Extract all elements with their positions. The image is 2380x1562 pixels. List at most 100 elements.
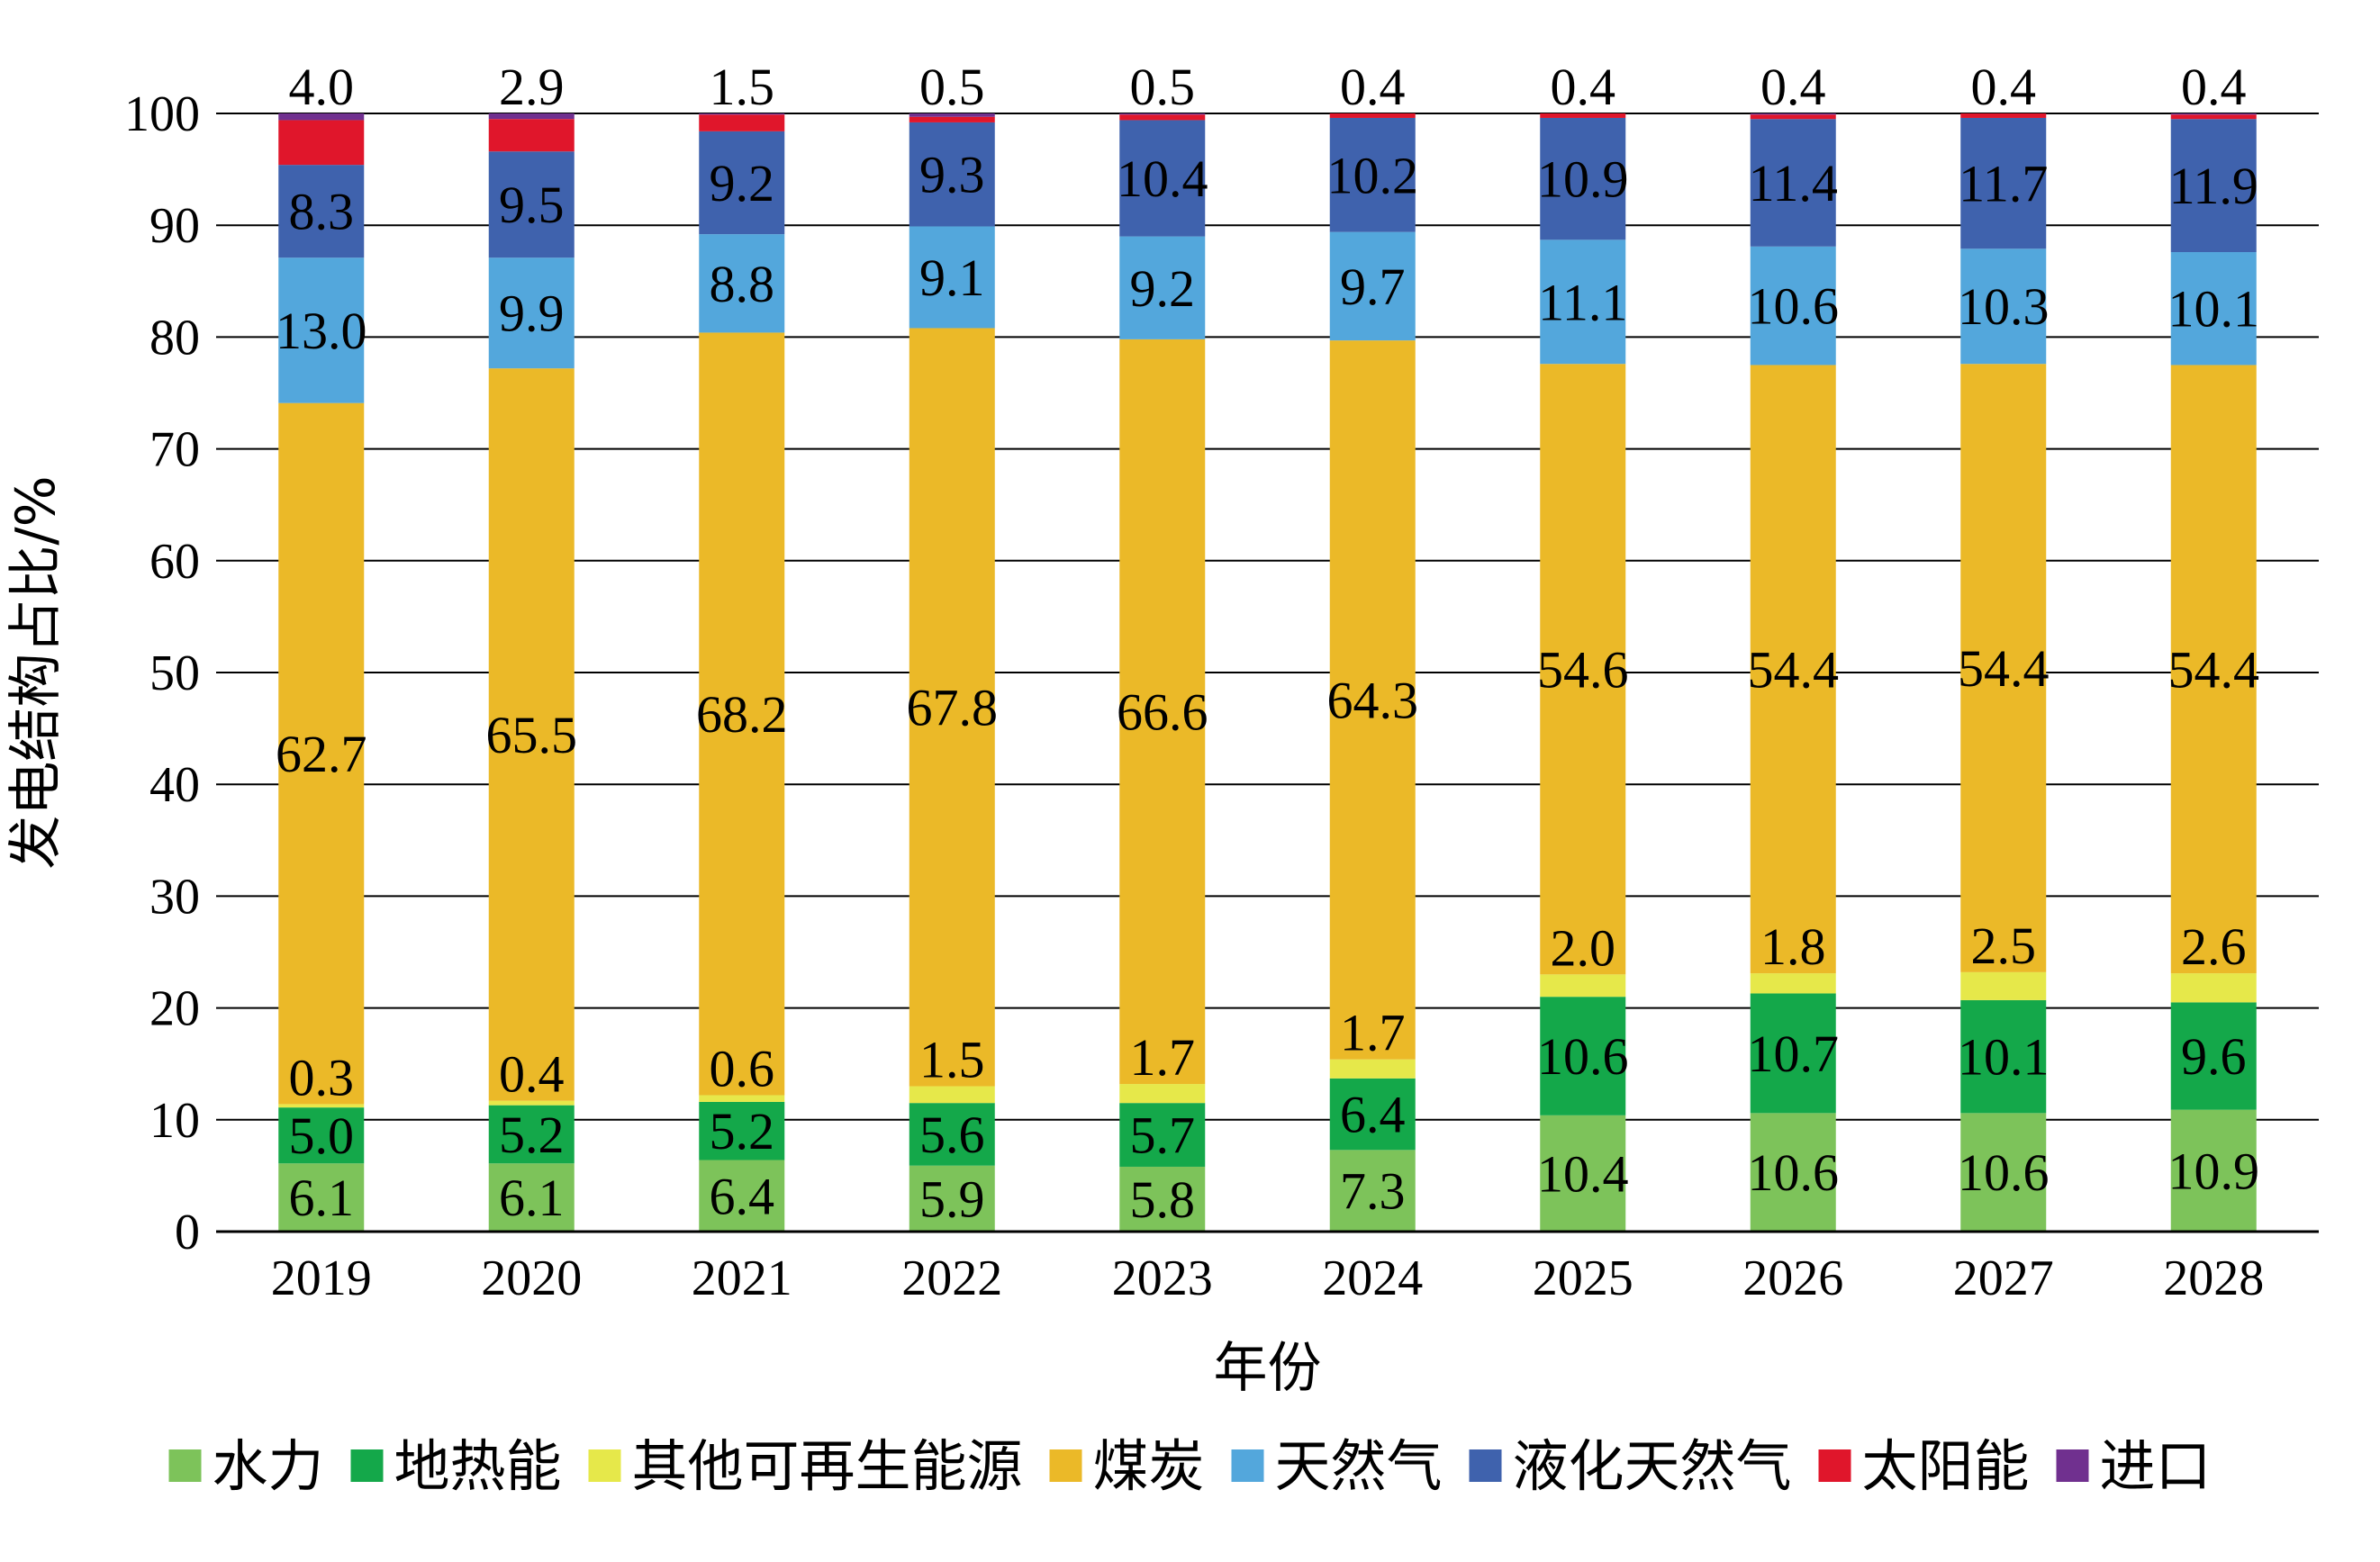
bar-segment — [1329, 1059, 1416, 1079]
y-tick-label: 40 — [149, 757, 200, 813]
data-label: 0.5 — [1130, 58, 1196, 116]
data-label: 0.4 — [1760, 58, 1826, 116]
y-tick-label: 100 — [124, 86, 200, 142]
bar-segment — [278, 120, 365, 166]
bar-segment — [699, 1101, 785, 1160]
bar-segment — [1750, 119, 1836, 247]
data-label: 0.4 — [499, 1045, 565, 1104]
legend: 水力 地热能 其他可再生能源 煤炭 天然气 液化天然气 太阳能 进口 — [168, 1433, 2212, 1499]
legend-label: 进口 — [2100, 1433, 2212, 1499]
data-label: 11.1 — [1538, 273, 1627, 331]
data-label: 10.1 — [1958, 1028, 2050, 1087]
bar-segment — [1540, 239, 1626, 365]
bar-segment — [699, 234, 785, 333]
bar-segment — [1960, 248, 2047, 365]
data-label: 0.4 — [1971, 58, 2037, 116]
data-label: 0.4 — [1551, 58, 1616, 116]
data-label: 9.7 — [1340, 257, 1406, 316]
bar-segment — [1750, 246, 1836, 366]
bar-segment — [488, 257, 575, 369]
data-label: 1.7 — [1340, 1004, 1406, 1062]
data-label: 0.5 — [919, 58, 985, 116]
bar-segment — [1540, 974, 1626, 998]
data-label: 10.6 — [1748, 1143, 1840, 1202]
data-label: 4.0 — [289, 58, 355, 116]
legend-label: 天然气 — [1275, 1433, 1443, 1499]
data-label: 10.6 — [1537, 1027, 1629, 1086]
bar-segment — [1960, 364, 2047, 972]
data-label: 10.7 — [1748, 1025, 1840, 1083]
y-tick-label: 60 — [149, 534, 200, 590]
x-tick-label: 2023 — [1112, 1251, 1213, 1306]
legend-swatch — [1818, 1449, 1851, 1482]
data-label: 66.6 — [1117, 682, 1208, 741]
bar-segment — [699, 1095, 785, 1102]
bar-segment — [488, 1163, 575, 1232]
data-label: 8.3 — [289, 183, 355, 241]
data-label: 2.6 — [2181, 917, 2247, 976]
data-label: 11.9 — [2169, 157, 2258, 215]
data-label: 9.2 — [710, 154, 775, 212]
bar-segment — [1329, 231, 1416, 341]
y-tick-label: 90 — [149, 198, 200, 254]
bar-segment — [1750, 113, 1836, 115]
data-label: 5.8 — [1130, 1170, 1196, 1229]
bar-segment — [1540, 997, 1626, 1115]
data-label: 5.2 — [499, 1106, 565, 1164]
legend-swatch — [1231, 1449, 1264, 1482]
x-tick-label: 2028 — [2163, 1251, 2264, 1306]
bar-segment — [1119, 1084, 1206, 1104]
bar-segment — [1329, 1078, 1416, 1151]
data-label: 0.3 — [289, 1048, 355, 1106]
data-label: 62.7 — [276, 725, 367, 783]
x-tick-label: 2027 — [1953, 1251, 2054, 1306]
data-label: 1.5 — [919, 1031, 985, 1089]
bar-segment — [278, 165, 365, 258]
bar-segment — [2170, 1109, 2257, 1232]
data-label: 65.5 — [486, 706, 578, 764]
data-label: 54.4 — [1958, 639, 2050, 698]
bar-segment — [2170, 119, 2257, 253]
y-tick-label: 20 — [149, 981, 200, 1037]
x-tick-label: 2020 — [481, 1251, 582, 1306]
bar-segment — [909, 328, 995, 1087]
bar-segment — [699, 1160, 785, 1232]
bar-segment — [278, 257, 365, 403]
y-tick-label: 10 — [149, 1093, 200, 1149]
legend-label: 水力 — [213, 1433, 324, 1499]
data-label: 0.4 — [1340, 58, 1406, 116]
bar-segment — [699, 131, 785, 235]
data-label: 10.4 — [1537, 1144, 1629, 1203]
legend-swatch — [1049, 1449, 1082, 1482]
bar-segment — [909, 122, 995, 227]
data-label: 9.5 — [499, 176, 565, 234]
data-label: 64.3 — [1327, 671, 1419, 729]
legend-swatch — [1469, 1449, 1502, 1482]
bar-segment — [1119, 113, 1206, 115]
bar-segment — [278, 1104, 365, 1108]
y-axis-ticks: 0 10 20 30 40 50 60 70 80 90 100 — [124, 86, 200, 1260]
y-tick-label: 50 — [149, 646, 200, 701]
x-tick-label: 2022 — [901, 1251, 1002, 1306]
y-tick-label: 80 — [149, 310, 200, 366]
bar-segment — [278, 1107, 365, 1164]
bar-segment — [488, 368, 575, 1101]
bar-segment — [2170, 973, 2257, 1003]
bar-segment — [2170, 1002, 2257, 1110]
data-label: 1.8 — [1760, 917, 1826, 976]
data-label: 68.2 — [696, 685, 788, 744]
data-label: 9.3 — [919, 146, 985, 204]
data-label: 9.6 — [2181, 1027, 2247, 1086]
x-axis-ticks: 2019 2020 2021 2022 2023 2024 2025 2026 2027 2028 — [271, 1251, 2265, 1306]
data-label: 54.4 — [1748, 640, 1840, 699]
bar-segment — [1119, 1103, 1206, 1167]
data-label: 1.7 — [1130, 1028, 1196, 1087]
x-tick-label: 2019 — [271, 1251, 372, 1306]
bar-segment — [1750, 993, 1836, 1114]
data-label: 6.1 — [289, 1169, 355, 1227]
bar-segment — [2170, 114, 2257, 120]
bar-segment — [1750, 365, 1836, 974]
data-label: 1.5 — [710, 58, 775, 116]
legend-swatch — [588, 1449, 621, 1482]
